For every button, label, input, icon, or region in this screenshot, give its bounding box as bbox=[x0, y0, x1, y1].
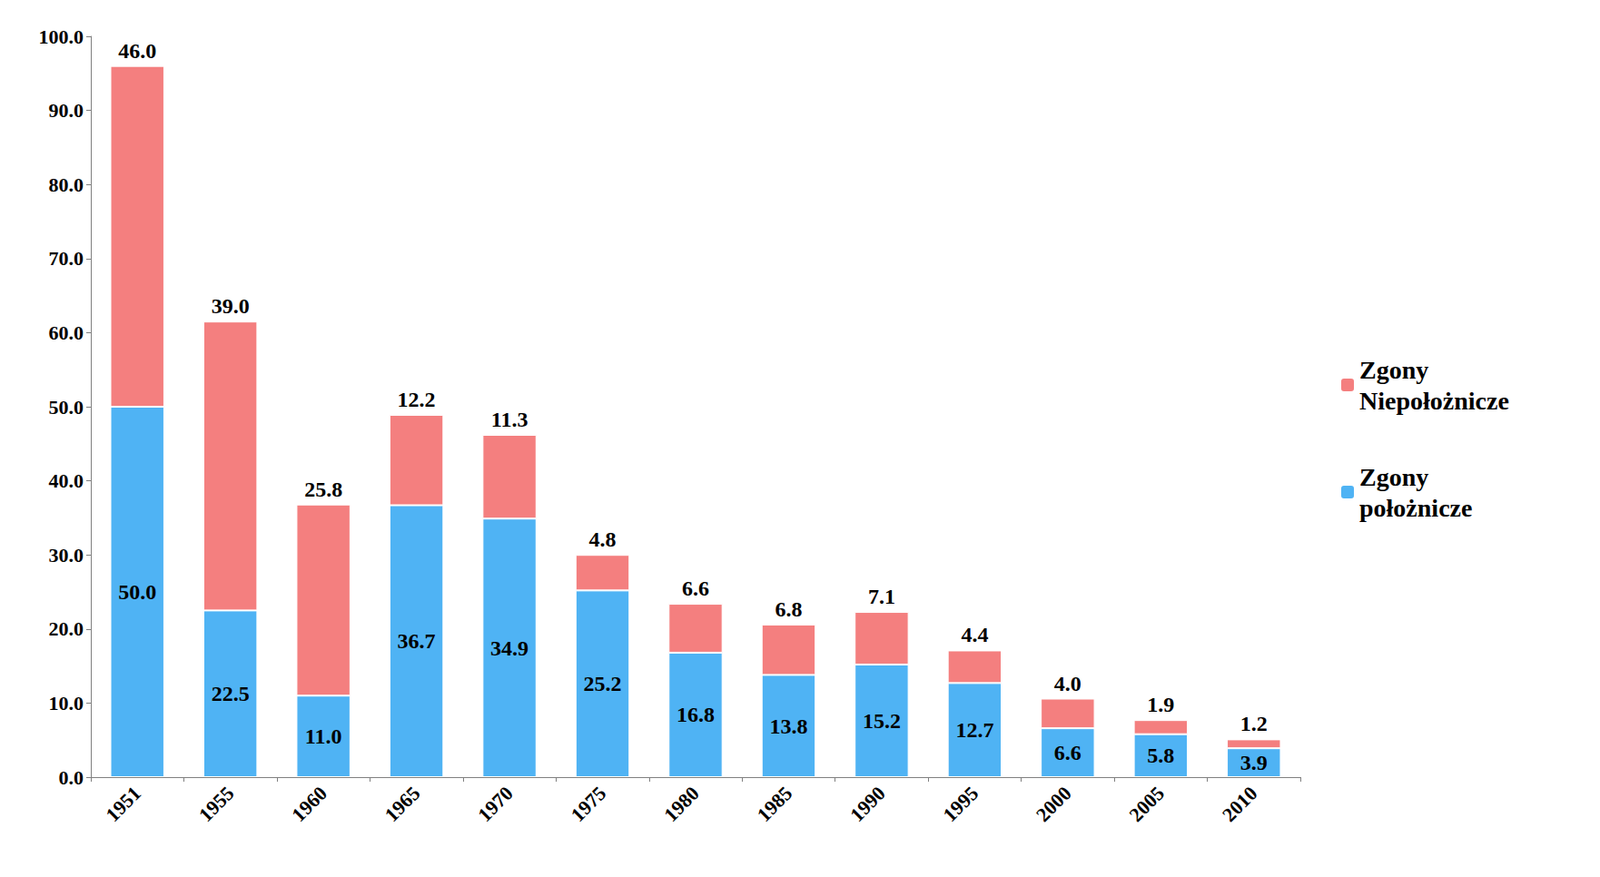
svg-text:1995: 1995 bbox=[938, 781, 983, 827]
svg-text:50.0: 50.0 bbox=[49, 395, 85, 419]
svg-text:4.0: 4.0 bbox=[1054, 671, 1082, 696]
svg-text:16.8: 16.8 bbox=[676, 702, 715, 727]
svg-text:1980: 1980 bbox=[659, 781, 704, 827]
svg-text:Niepołożnicze: Niepołożnicze bbox=[1359, 386, 1510, 415]
svg-text:1955: 1955 bbox=[194, 781, 239, 827]
svg-text:5.8: 5.8 bbox=[1146, 743, 1175, 768]
svg-text:2010: 2010 bbox=[1217, 781, 1263, 827]
svg-text:11.3: 11.3 bbox=[491, 407, 529, 432]
svg-text:4.8: 4.8 bbox=[589, 527, 617, 552]
svg-text:1970: 1970 bbox=[473, 781, 518, 827]
svg-text:1965: 1965 bbox=[380, 781, 425, 827]
svg-text:70.0: 70.0 bbox=[49, 246, 85, 270]
svg-text:12.2: 12.2 bbox=[397, 387, 436, 412]
svg-text:1951: 1951 bbox=[100, 781, 146, 827]
svg-text:90.0: 90.0 bbox=[49, 98, 85, 122]
svg-text:2005: 2005 bbox=[1124, 781, 1169, 827]
svg-text:25.2: 25.2 bbox=[583, 671, 623, 696]
svg-text:Zgony: Zgony bbox=[1359, 463, 1435, 492]
svg-text:6.6: 6.6 bbox=[681, 576, 710, 601]
svg-text:34.9: 34.9 bbox=[490, 636, 529, 661]
svg-text:46.0: 46.0 bbox=[118, 39, 157, 63]
svg-text:1960: 1960 bbox=[286, 781, 332, 827]
svg-text:12.7: 12.7 bbox=[955, 718, 994, 742]
svg-text:1.2: 1.2 bbox=[1240, 711, 1268, 736]
svg-text:6.8: 6.8 bbox=[774, 597, 802, 622]
svg-text:36.7: 36.7 bbox=[397, 629, 436, 653]
svg-text:7.1: 7.1 bbox=[868, 584, 896, 609]
svg-text:39.0: 39.0 bbox=[211, 294, 250, 318]
svg-text:25.8: 25.8 bbox=[304, 477, 343, 502]
svg-text:2000: 2000 bbox=[1031, 781, 1077, 827]
svg-text:6.6: 6.6 bbox=[1054, 740, 1082, 765]
svg-text:1.9: 1.9 bbox=[1146, 692, 1175, 717]
svg-text:22.5: 22.5 bbox=[211, 681, 250, 706]
svg-text:10.0: 10.0 bbox=[49, 691, 85, 715]
svg-text:30.0: 30.0 bbox=[49, 543, 85, 567]
svg-text:3.9: 3.9 bbox=[1240, 750, 1268, 775]
svg-text:20.0: 20.0 bbox=[49, 617, 85, 641]
svg-text:1985: 1985 bbox=[752, 781, 798, 827]
svg-text:położnicze: położnicze bbox=[1359, 493, 1472, 523]
svg-text:1975: 1975 bbox=[566, 781, 612, 827]
svg-text:60.0: 60.0 bbox=[49, 321, 85, 345]
svg-text:11.0: 11.0 bbox=[305, 724, 343, 749]
svg-text:100.0: 100.0 bbox=[39, 25, 85, 49]
svg-text:13.8: 13.8 bbox=[769, 714, 808, 739]
svg-text:Zgony: Zgony bbox=[1359, 355, 1435, 385]
svg-text:50.0: 50.0 bbox=[118, 580, 157, 604]
svg-text:0.0: 0.0 bbox=[59, 766, 85, 790]
svg-text:80.0: 80.0 bbox=[49, 173, 85, 197]
svg-text:1990: 1990 bbox=[845, 781, 890, 827]
svg-text:40.0: 40.0 bbox=[49, 469, 85, 493]
svg-text:4.4: 4.4 bbox=[960, 622, 988, 647]
svg-text:15.2: 15.2 bbox=[862, 709, 901, 733]
